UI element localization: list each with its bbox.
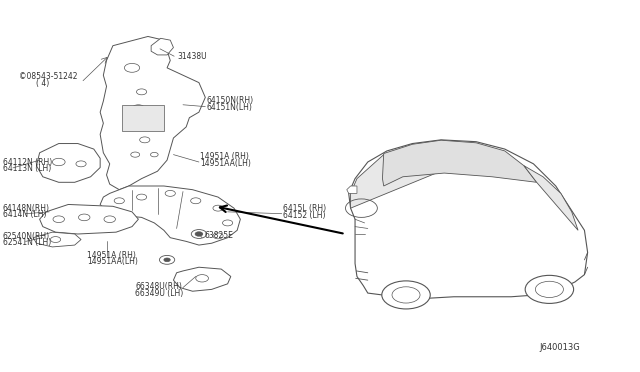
Text: 64152 (LH): 64152 (LH) [283,211,326,220]
Text: 14951AA(LH): 14951AA(LH) [88,257,138,266]
Text: 64112N (RH): 64112N (RH) [3,158,52,167]
Text: 14951A (RH): 14951A (RH) [88,251,136,260]
Circle shape [195,232,203,236]
Polygon shape [100,186,241,245]
Polygon shape [36,144,100,182]
Polygon shape [40,205,138,234]
Polygon shape [173,267,231,291]
Text: J640013G: J640013G [540,343,580,352]
Text: 62540N(RH): 62540N(RH) [3,232,50,241]
Text: 6414N (LH): 6414N (LH) [3,211,46,219]
Polygon shape [122,105,164,131]
Text: ©08543-51242: ©08543-51242 [19,72,77,81]
Polygon shape [524,166,578,230]
Polygon shape [151,38,173,55]
Text: 14951AA(LH): 14951AA(LH) [200,159,251,168]
Polygon shape [347,186,357,193]
Text: 66349U (LH): 66349U (LH) [135,289,184,298]
Text: ( 4): ( 4) [36,79,50,88]
Circle shape [525,275,573,304]
Text: 64113N (LH): 64113N (LH) [3,164,51,173]
Circle shape [164,258,170,262]
Polygon shape [349,140,588,299]
Text: 64148N(RH): 64148N(RH) [3,204,50,213]
Text: 6415L (RH): 6415L (RH) [283,204,326,213]
Text: 14951A (RH): 14951A (RH) [200,153,249,161]
Polygon shape [383,140,537,186]
Text: 62541N (LH): 62541N (LH) [3,238,51,247]
Polygon shape [100,36,205,190]
Text: 63825E: 63825E [204,231,233,240]
Text: 64150N(RH): 64150N(RH) [207,96,253,105]
Text: 64151N(LH): 64151N(LH) [207,103,252,112]
Text: 66348U(RH): 66348U(RH) [135,282,182,291]
Text: 31438U: 31438U [178,52,207,61]
Polygon shape [351,141,492,208]
Polygon shape [33,232,81,247]
Circle shape [382,281,430,309]
